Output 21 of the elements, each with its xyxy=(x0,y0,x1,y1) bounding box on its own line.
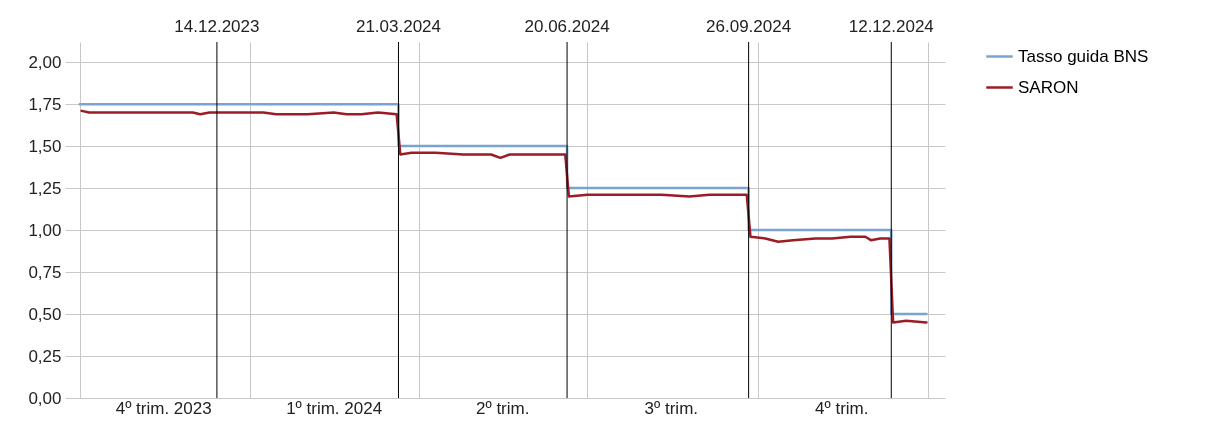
y-tick-label: 1,00 xyxy=(28,220,62,240)
x-tick-label: 4º trim. xyxy=(815,398,869,418)
y-tick-label: 1,75 xyxy=(28,94,62,114)
x-tick-label: 1º trim. 2024 xyxy=(286,398,383,418)
ref-line-label: 20.06.2024 xyxy=(524,17,610,36)
y-tick-label: 0,25 xyxy=(28,346,62,366)
x-tick-label: 2º trim. xyxy=(476,398,530,418)
ref-line-label: 26.09.2024 xyxy=(706,17,792,36)
legend-label: Tasso guida BNS xyxy=(1018,46,1149,66)
ref-line-label: 21.03.2024 xyxy=(355,17,442,36)
y-tick-label: 0,50 xyxy=(28,304,62,324)
y-tick-label: 1,25 xyxy=(28,178,62,198)
y-tick-label: 2,00 xyxy=(28,52,62,72)
ref-line-label: 14.12.2023 xyxy=(174,17,260,36)
y-tick-label: 1,50 xyxy=(28,136,62,156)
ref-line-label: 12.12.2024 xyxy=(848,17,934,36)
legend-label: SARON xyxy=(1018,77,1079,97)
y-tick-label: 0,00 xyxy=(28,388,62,408)
x-tick-label: 3º trim. xyxy=(644,398,699,418)
y-tick-label: 0,75 xyxy=(28,262,62,282)
x-tick-label: 4º trim. 2023 xyxy=(115,398,212,418)
